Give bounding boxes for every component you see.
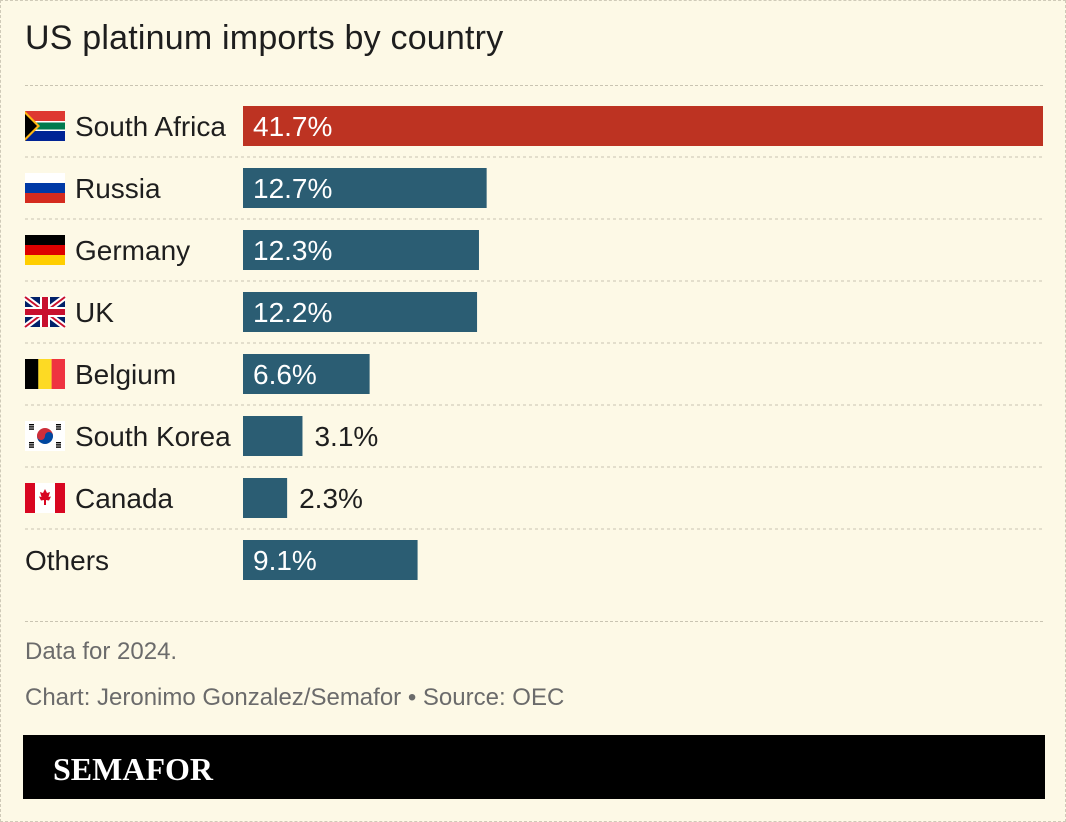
category-label: Canada bbox=[75, 483, 174, 514]
south-korea-flag-icon bbox=[25, 421, 65, 451]
source-credit: Chart: Jeronimo Gonzalez/Semafor • Sourc… bbox=[25, 684, 565, 711]
belgium-flag-icon bbox=[25, 359, 65, 389]
south-africa-flag-icon bbox=[25, 111, 65, 141]
category-label: Others bbox=[25, 545, 109, 576]
bar-row-canada: Canada 2.3% bbox=[25, 478, 1043, 530]
bar bbox=[243, 292, 478, 332]
semafor-logo: SEMAFOR bbox=[53, 751, 213, 787]
category-label: South Korea bbox=[75, 421, 231, 452]
value-label: 2.3% bbox=[299, 483, 363, 514]
value-label: 6.6% bbox=[253, 359, 317, 390]
canada-flag-icon bbox=[25, 483, 65, 513]
value-label: 12.2% bbox=[253, 297, 332, 328]
bar-row-germany: Germany 12.3% bbox=[25, 230, 1043, 282]
category-label: Russia bbox=[75, 173, 161, 204]
bar bbox=[243, 168, 487, 208]
bar bbox=[243, 416, 303, 456]
bar bbox=[243, 540, 418, 580]
bar bbox=[243, 478, 288, 518]
bar-row-russia: Russia 12.7% bbox=[25, 168, 1043, 220]
footer-bar: SEMAFOR bbox=[23, 735, 1045, 799]
data-note: Data for 2024. bbox=[25, 638, 178, 665]
bar bbox=[243, 354, 370, 394]
bar bbox=[243, 106, 1043, 146]
uk-flag-icon bbox=[23, 294, 67, 330]
notes-divider bbox=[25, 621, 1043, 622]
category-label: UK bbox=[75, 297, 114, 328]
bar-row-uk: UK 12.2% bbox=[23, 292, 1043, 344]
title-divider bbox=[25, 85, 1043, 86]
bar-row-others: Others 9.1% bbox=[25, 540, 418, 580]
bar-chart: South Africa 41.7% Russia 12.7% Germany 12.3%… bbox=[23, 106, 1043, 580]
chart-title: US platinum imports by country bbox=[25, 19, 504, 57]
value-label: 3.1% bbox=[314, 421, 378, 452]
russia-flag-icon bbox=[25, 173, 65, 203]
bar-row-south-africa: South Africa 41.7% bbox=[25, 106, 1043, 158]
germany-flag-icon bbox=[25, 235, 65, 265]
value-label: 12.7% bbox=[253, 173, 332, 204]
bar-row-south-korea: South Korea 3.1% bbox=[25, 416, 1043, 468]
bar bbox=[243, 230, 479, 270]
value-label: 9.1% bbox=[253, 545, 317, 576]
category-label: Germany bbox=[75, 235, 190, 266]
category-label: South Africa bbox=[75, 111, 226, 142]
value-label: 41.7% bbox=[253, 111, 332, 142]
category-label: Belgium bbox=[75, 359, 176, 390]
value-label: 12.3% bbox=[253, 235, 332, 266]
bar-row-belgium: Belgium 6.6% bbox=[25, 354, 1043, 406]
